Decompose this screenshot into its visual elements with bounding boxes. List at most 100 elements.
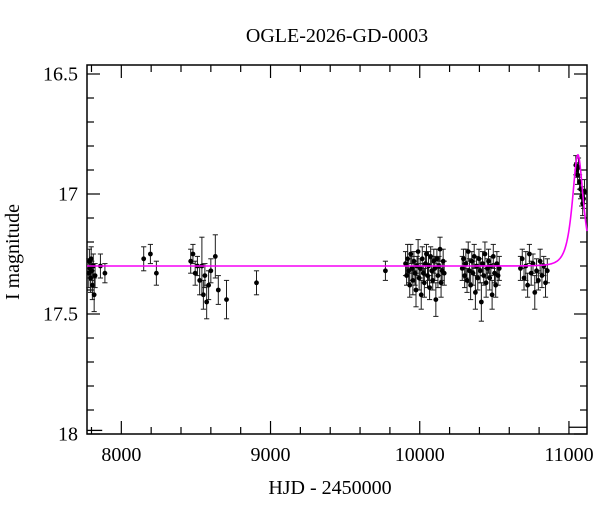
data-point — [438, 280, 444, 286]
data-point — [472, 290, 478, 295]
data-point — [411, 258, 417, 264]
data-point — [409, 266, 415, 271]
y-tick-label: 17 — [58, 184, 78, 206]
axis-ticks — [87, 65, 587, 435]
data-point — [204, 299, 210, 305]
data-point — [433, 297, 439, 302]
data-point — [464, 278, 470, 283]
data-point — [482, 251, 488, 257]
data-point — [518, 266, 523, 271]
x-tick-label: 9000 — [251, 444, 291, 466]
data-point — [525, 282, 531, 288]
data-point — [577, 179, 582, 185]
data-point — [403, 261, 408, 266]
tick-labels: 8000 9000 10000 11000 16.5 17 17.5 18 — [43, 64, 594, 467]
x-tick-label: 11000 — [544, 444, 593, 466]
data-point — [420, 270, 426, 276]
data-point — [532, 290, 538, 295]
data-point — [481, 273, 487, 278]
data-point — [441, 270, 447, 276]
data-point — [88, 256, 94, 262]
data-point — [575, 172, 580, 178]
data-point — [212, 254, 218, 259]
data-point — [432, 266, 438, 271]
data-point — [424, 251, 429, 257]
data-point — [254, 280, 259, 286]
data-point — [404, 273, 410, 278]
data-point — [427, 285, 432, 290]
data-point — [206, 282, 212, 288]
x-axis-label: HJD - 2450000 — [268, 477, 391, 499]
data-point — [192, 270, 198, 276]
y-tick-label: 17.5 — [43, 304, 78, 326]
data-point — [89, 282, 95, 288]
data-point — [416, 275, 422, 281]
data-point — [477, 268, 483, 274]
data-point — [425, 273, 430, 278]
data-point — [190, 251, 196, 257]
data-point — [490, 254, 496, 259]
data-point — [405, 256, 411, 262]
data-point — [492, 270, 497, 276]
data-point — [215, 287, 221, 293]
data-point — [434, 256, 440, 262]
data-point — [89, 268, 95, 274]
data-point — [413, 287, 419, 293]
data-point — [476, 256, 482, 262]
data-point — [435, 273, 441, 278]
data-point — [200, 292, 206, 298]
data-point — [421, 280, 427, 286]
data-point — [471, 254, 477, 259]
data-point — [486, 258, 491, 264]
data-point — [495, 273, 501, 278]
data-point — [419, 256, 425, 262]
x-tick-label: 10000 — [395, 444, 445, 466]
data-point — [102, 270, 108, 276]
data-point — [463, 261, 469, 266]
data-point — [437, 246, 443, 252]
data-point — [88, 275, 93, 281]
data-point — [483, 280, 489, 286]
data-point — [487, 275, 493, 281]
y-axis-label: I magnitude — [2, 204, 24, 300]
data-point — [418, 292, 424, 298]
data-point — [534, 268, 539, 274]
data-point — [188, 258, 194, 264]
data-point — [478, 299, 484, 305]
data-point — [92, 273, 98, 278]
data-point — [521, 275, 527, 281]
data-point — [469, 258, 475, 264]
error-bars-layer — [86, 155, 588, 322]
data-point — [484, 266, 490, 271]
data-point — [412, 270, 418, 276]
data-point — [202, 273, 208, 278]
x-tick-label: 8000 — [101, 444, 141, 466]
data-point — [467, 268, 472, 274]
data-point — [408, 251, 414, 257]
plot-layers: 8000 9000 10000 11000 16.5 17 17.5 18 — [43, 64, 594, 467]
data-point — [493, 282, 499, 288]
y-tick-label: 18 — [58, 424, 78, 446]
axes-frame — [86, 64, 588, 435]
data-point — [544, 268, 550, 274]
data-point — [430, 278, 436, 283]
data-point — [462, 273, 468, 278]
data-point — [91, 292, 97, 298]
data-point — [428, 254, 434, 259]
data-point — [496, 266, 502, 271]
data-point — [527, 251, 532, 257]
data-point — [459, 266, 465, 271]
data-point — [470, 270, 476, 276]
data-point — [197, 278, 203, 283]
data-point — [208, 268, 214, 274]
model-curve — [87, 153, 588, 267]
data-point — [383, 268, 388, 274]
data-point — [417, 266, 423, 271]
data-point — [535, 278, 541, 283]
data-point — [148, 251, 153, 257]
model-curve-layer — [87, 153, 588, 267]
data-point — [465, 249, 471, 255]
data-point — [530, 261, 536, 266]
